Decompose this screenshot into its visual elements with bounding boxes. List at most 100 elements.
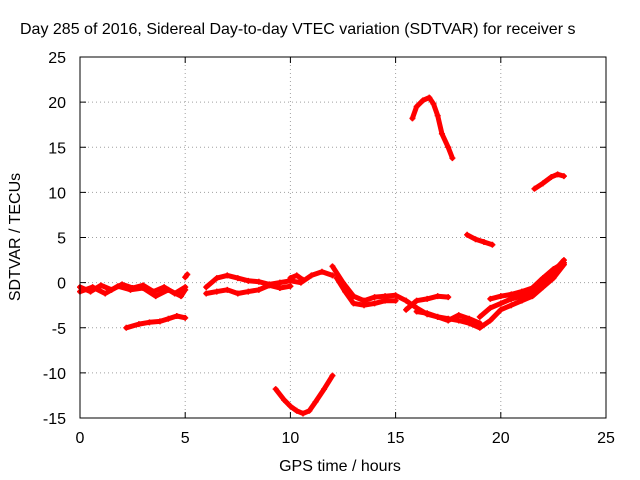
- data-point: [213, 275, 220, 282]
- data-point: [487, 317, 494, 324]
- data-point: [434, 293, 441, 300]
- data-point: [476, 313, 483, 320]
- x-tick-label: 15: [387, 430, 405, 447]
- data-point: [213, 288, 220, 295]
- data-point: [89, 284, 96, 291]
- data-point: [529, 285, 536, 292]
- data-point: [266, 282, 273, 289]
- y-tick-label: 15: [48, 140, 66, 157]
- data-point: [276, 285, 283, 292]
- data-point: [449, 155, 456, 162]
- y-ticks: -15 -10 -5 0 5 10 15 20 25: [43, 50, 606, 428]
- data-point: [321, 386, 328, 393]
- data-point: [287, 283, 294, 290]
- data-point: [508, 302, 515, 309]
- data-point: [371, 294, 378, 301]
- data-point: [426, 94, 433, 101]
- data-point: [413, 308, 420, 315]
- data-point: [560, 173, 567, 180]
- data-point: [518, 288, 525, 295]
- data-point: [255, 278, 262, 285]
- data-point: [287, 275, 294, 282]
- y-axis-label: SDTVAR / TECUs: [7, 173, 24, 301]
- x-tick-label: 0: [76, 430, 85, 447]
- x-tick-label: 25: [597, 430, 615, 447]
- data-point: [165, 286, 172, 293]
- y-tick-label: 20: [48, 95, 66, 112]
- data-point: [329, 263, 336, 270]
- data-point: [413, 103, 420, 110]
- series-seg-a2: [77, 283, 188, 299]
- data-point: [333, 275, 340, 282]
- x-tick-label: 5: [181, 430, 190, 447]
- data-point: [409, 115, 416, 122]
- data-point: [146, 319, 153, 326]
- x-axis-label: GPS time / hours: [279, 458, 401, 475]
- data-point: [497, 300, 504, 307]
- data-point: [293, 407, 300, 414]
- data-point: [472, 236, 479, 243]
- data-point: [156, 318, 163, 325]
- data-point: [203, 284, 210, 291]
- data-point: [312, 398, 319, 405]
- data-point: [487, 304, 494, 311]
- data-point: [445, 317, 452, 324]
- series-layer: [77, 94, 567, 417]
- data-point: [255, 286, 262, 293]
- data-point: [177, 293, 184, 300]
- data-point: [127, 286, 134, 293]
- y-tick-label: -5: [52, 321, 66, 338]
- data-point: [464, 231, 471, 238]
- data-point: [455, 312, 462, 319]
- data-point: [371, 300, 378, 307]
- grid: [80, 57, 606, 418]
- y-tick-label: 5: [57, 231, 66, 248]
- data-point: [308, 272, 315, 279]
- series-seg-g1: [466, 262, 567, 331]
- data-point: [318, 268, 325, 275]
- data-point: [434, 313, 441, 320]
- data-point: [392, 292, 399, 299]
- x-ticks: 0 5 10 15 20 25: [76, 57, 615, 447]
- data-point: [135, 321, 142, 328]
- data-point: [497, 293, 504, 300]
- data-point: [102, 290, 109, 297]
- data-point: [350, 300, 357, 307]
- data-point: [203, 290, 210, 297]
- data-point: [466, 320, 473, 327]
- data-point: [165, 315, 172, 322]
- data-point: [287, 403, 294, 410]
- data-point: [245, 288, 252, 295]
- data-point: [508, 291, 515, 298]
- data-point: [424, 310, 431, 317]
- data-point: [489, 241, 496, 248]
- data-point: [382, 297, 389, 304]
- data-point: [430, 100, 437, 107]
- data-point: [548, 174, 555, 181]
- data-point: [272, 386, 279, 393]
- data-point: [182, 314, 189, 321]
- data-point: [224, 272, 231, 279]
- data-point: [554, 171, 561, 178]
- data-point: [531, 185, 538, 192]
- data-point: [539, 180, 546, 187]
- data-point: [445, 294, 452, 301]
- data-point: [455, 317, 462, 324]
- data-point: [182, 286, 189, 293]
- data-point: [539, 275, 546, 282]
- data-point: [173, 313, 180, 320]
- data-point: [419, 97, 426, 104]
- data-point: [140, 285, 147, 292]
- data-point: [550, 275, 557, 282]
- data-point: [560, 259, 567, 266]
- y-tick-label: -10: [43, 366, 66, 383]
- data-point: [293, 272, 300, 279]
- data-point: [276, 279, 283, 286]
- data-point: [476, 324, 483, 331]
- y-tick-label: -15: [43, 411, 66, 428]
- x-tick-label: 20: [492, 430, 510, 447]
- data-point: [234, 275, 241, 282]
- data-point: [403, 297, 410, 304]
- series-seg-h: [464, 232, 495, 248]
